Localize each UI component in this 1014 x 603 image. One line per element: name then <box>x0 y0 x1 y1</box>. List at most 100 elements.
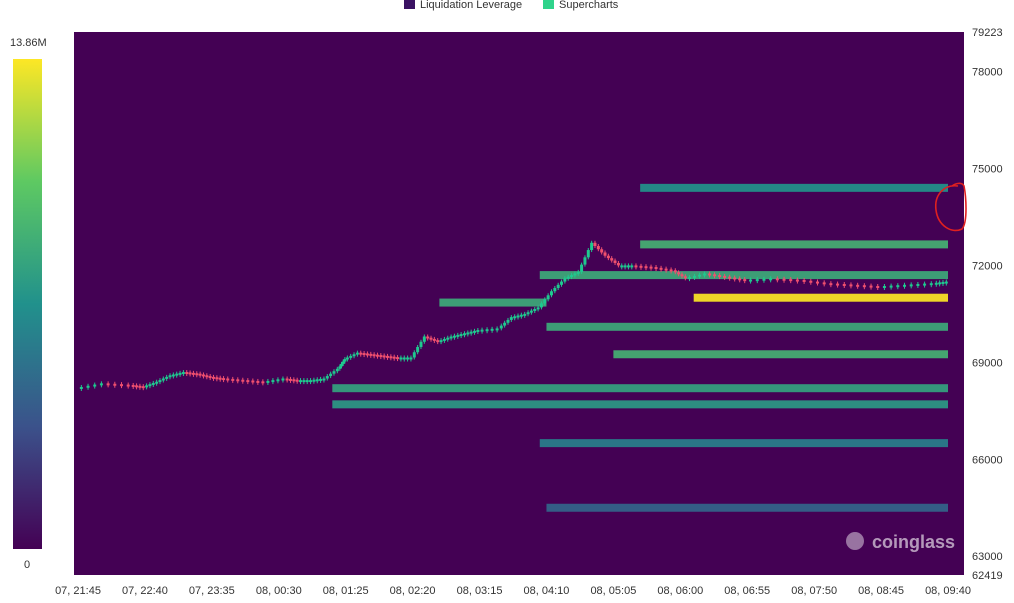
price-candle <box>526 312 530 315</box>
liquidity-band <box>640 183 948 192</box>
price-candle <box>829 283 833 286</box>
price-candle <box>573 273 577 276</box>
price-candle <box>319 378 323 381</box>
price-candle <box>600 249 604 253</box>
price-candle <box>449 336 453 339</box>
price-candle <box>516 315 520 318</box>
price-candle <box>365 353 369 356</box>
price-candle <box>285 378 289 381</box>
price-candle <box>369 353 373 356</box>
price-candle <box>266 380 270 383</box>
x-tick-label: 08, 07:50 <box>791 585 837 597</box>
price-candle <box>402 357 406 360</box>
price-candle <box>178 372 182 375</box>
price-candle <box>680 274 684 277</box>
price-candle <box>241 379 245 382</box>
price-candle <box>155 381 159 384</box>
price-candle <box>536 307 540 310</box>
price-candle <box>623 265 627 268</box>
price-candle <box>929 283 933 286</box>
liquidity-band <box>439 298 547 307</box>
color-scale: 13.86M 0 <box>10 37 47 571</box>
price-candle <box>246 380 250 383</box>
y-tick-label: 69000 <box>972 357 1003 369</box>
legend[interactable]: Liquidation Leverage Supercharts <box>404 0 619 11</box>
price-candle <box>158 380 162 383</box>
price-candle <box>476 330 480 333</box>
x-tick-label: 08, 06:00 <box>657 585 703 597</box>
price-candle <box>723 275 727 278</box>
price-candle <box>335 368 339 372</box>
price-candle <box>733 277 737 280</box>
price-candle <box>355 352 359 355</box>
price-candle <box>288 378 292 381</box>
price-candle <box>399 357 403 360</box>
price-candle <box>654 267 658 270</box>
coinglass-watermark-text: coinglass <box>872 532 955 552</box>
price-candle <box>340 363 344 367</box>
price-candle <box>590 242 594 251</box>
price-candle <box>439 340 443 343</box>
price-candle <box>281 378 285 381</box>
price-candle <box>436 340 440 343</box>
price-candle <box>469 331 473 334</box>
price-candle <box>519 314 523 317</box>
price-candle <box>332 371 336 374</box>
price-candle <box>862 285 866 288</box>
price-candle <box>151 382 155 385</box>
price-candle <box>738 278 742 281</box>
heatmap-plot-area[interactable] <box>74 32 964 575</box>
price-candle <box>131 384 135 387</box>
liquidity-band <box>332 400 948 409</box>
price-candle <box>145 385 149 388</box>
price-candle <box>938 282 942 285</box>
price-candle <box>359 352 363 355</box>
price-candle <box>422 336 426 342</box>
price-candle <box>533 309 537 312</box>
price-candle <box>802 279 806 282</box>
x-tick-label: 08, 01:25 <box>323 585 369 597</box>
price-candle <box>205 375 209 378</box>
y-tick-label: 72000 <box>972 260 1003 272</box>
price-candle <box>191 372 195 375</box>
price-candle <box>345 357 349 360</box>
price-candle <box>509 317 513 320</box>
price-candle <box>106 383 110 386</box>
price-candle <box>135 385 139 388</box>
price-candle <box>616 262 620 266</box>
price-candle <box>389 356 393 359</box>
price-candle <box>649 266 653 269</box>
price-candle <box>375 354 379 357</box>
price-candle <box>198 373 202 376</box>
price-candle <box>749 279 753 282</box>
legend-swatch-supercharts <box>543 0 554 9</box>
price-candle <box>188 372 192 375</box>
price-candle <box>466 332 470 335</box>
price-candle <box>349 355 353 358</box>
price-candle <box>419 341 423 347</box>
price-candle <box>386 355 390 358</box>
price-candle <box>586 250 590 258</box>
y-tick-label: 75000 <box>972 163 1003 175</box>
price-candle <box>639 265 643 268</box>
price-candle <box>809 280 813 283</box>
price-candle <box>215 377 219 380</box>
price-candle <box>596 246 600 250</box>
price-candle <box>485 329 489 332</box>
x-tick-label: 08, 02:20 <box>390 585 436 597</box>
price-candle <box>923 283 927 286</box>
price-candle <box>462 333 466 336</box>
price-candle <box>593 242 597 247</box>
price-candle <box>161 378 165 381</box>
price-candle <box>362 353 366 356</box>
price-candle <box>503 322 507 326</box>
price-candle <box>99 383 103 386</box>
price-candle <box>876 286 880 289</box>
price-candle <box>556 284 560 289</box>
price-candle <box>218 377 222 380</box>
price-candle <box>312 379 316 382</box>
price-candle <box>208 376 212 379</box>
price-candle <box>372 354 376 357</box>
price-candle <box>882 286 886 289</box>
price-candle <box>226 378 230 381</box>
